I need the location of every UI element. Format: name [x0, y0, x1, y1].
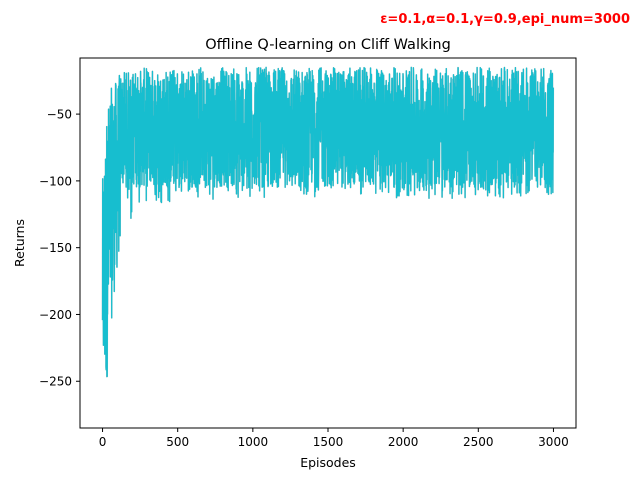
x-tick-label: 3000 — [538, 435, 569, 449]
x-tick-label: 2500 — [463, 435, 494, 449]
x-tick-label: 2000 — [388, 435, 419, 449]
y-tick-label: −150 — [39, 241, 72, 255]
parameter-annotation: ε=0.1,α=0.1,γ=0.9,epi_num=3000 — [380, 12, 630, 27]
y-tick-label: −250 — [39, 375, 72, 389]
y-axis: −250 −200 −150 −100 −50 — [39, 108, 80, 389]
y-axis-label: Returns — [12, 219, 27, 267]
y-tick-label: −50 — [47, 108, 72, 122]
x-tick-label: 1000 — [238, 435, 269, 449]
chart-title: Offline Q-learning on Cliff Walking — [205, 37, 451, 53]
returns-series-line — [101, 66, 554, 378]
series-layer — [101, 66, 555, 378]
x-tick-label: 0 — [99, 435, 107, 449]
y-tick-label: −200 — [39, 308, 72, 322]
x-axis: 0 500 1000 1500 2000 2500 3000 — [99, 428, 569, 449]
x-tick-label: 500 — [166, 435, 189, 449]
x-tick-label: 1500 — [313, 435, 344, 449]
y-tick-label: −100 — [39, 174, 72, 188]
x-axis-label: Episodes — [300, 455, 356, 470]
